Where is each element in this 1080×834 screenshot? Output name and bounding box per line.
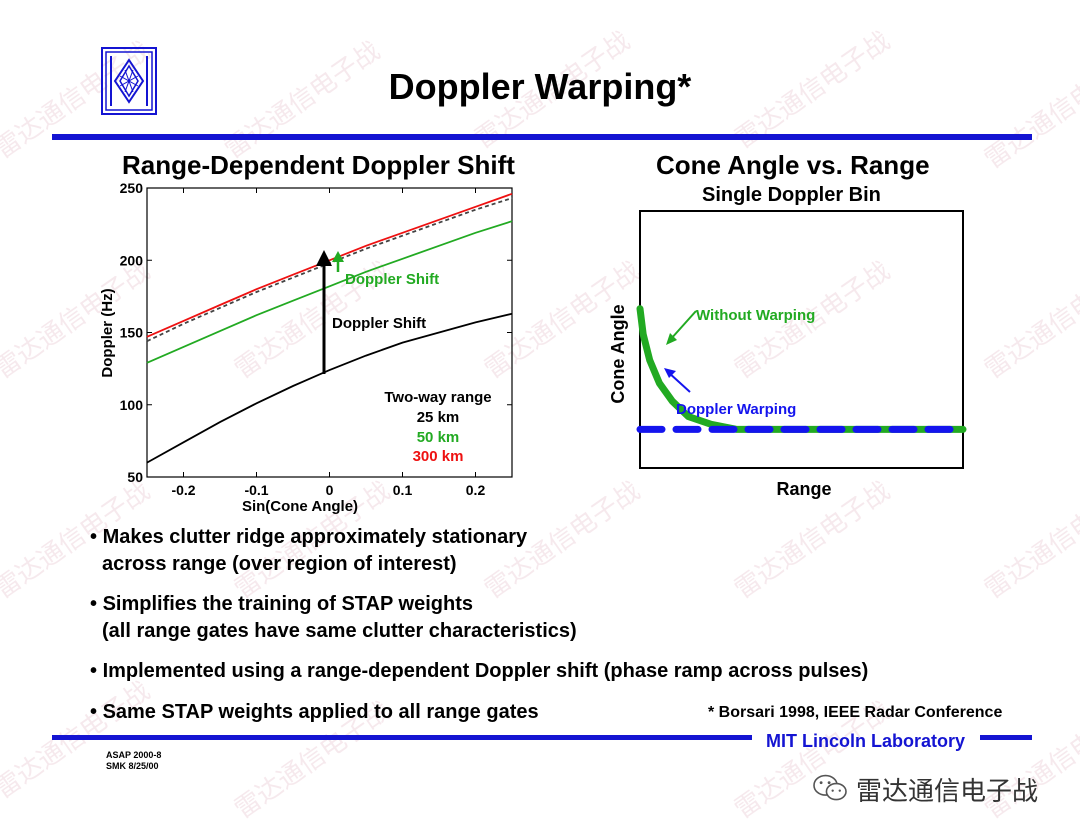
y-tick-label: 250 <box>120 180 144 196</box>
y-tick-label: 50 <box>127 469 143 485</box>
slide-date: SMK 8/25/00 <box>106 761 159 771</box>
label-doppler-warping: Doppler Warping <box>676 401 796 418</box>
x-tick-label: 0.2 <box>466 482 486 498</box>
label-without-warping: Without Warping <box>696 307 815 324</box>
bullet-marker: • <box>90 526 103 548</box>
wechat-icon <box>813 774 847 801</box>
legend-title: Two-way range <box>384 389 491 406</box>
doppler-warping-pointer <box>667 371 691 393</box>
slide-id: ASAP 2000-8 <box>106 750 162 760</box>
watermark: 雷达通信电子战 <box>978 45 1080 175</box>
bullet-line: across range (over region of interest) <box>102 553 457 575</box>
y-tick-label: 200 <box>120 252 144 268</box>
pointer-head-blue <box>664 368 676 378</box>
watermark: 雷达通信电子战 <box>978 255 1080 385</box>
doppler-shift-chart: -0.2 -0.1 0 0.1 0.2 50 100 150 200 250 Sin(Cone A… <box>99 180 513 515</box>
right-panel-subheading: Single Doppler Bin <box>702 184 881 206</box>
y-axis-label: Doppler (Hz) <box>99 288 116 377</box>
bullet-marker: • <box>90 660 103 682</box>
bullet-item: • Implemented using a range-dependent Do… <box>90 658 868 685</box>
right-panel-heading: Cone Angle vs. Range <box>656 150 930 180</box>
footnote: * Borsari 1998, IEEE Radar Conference <box>708 704 1003 721</box>
x-axis-label: Sin(Cone Angle) <box>242 498 358 515</box>
page-title: Doppler Warping* <box>388 66 692 107</box>
bullet-marker: • <box>90 593 103 615</box>
left-panel-heading: Range-Dependent Doppler Shift <box>122 150 515 180</box>
y-axis-label: Cone Angle <box>608 304 628 403</box>
legend-item-25km: 25 km <box>417 409 460 426</box>
bullet-item: • Simplifies the training of STAP weight… <box>90 591 577 645</box>
y-tick-label: 150 <box>120 325 144 341</box>
y-tick-label: 100 <box>120 397 144 413</box>
lab-name: MIT Lincoln Laboratory <box>766 731 966 751</box>
bullet-item: • Same STAP weights applied to all range… <box>90 699 539 726</box>
footer-divider <box>52 735 752 740</box>
arrowhead-green <box>332 251 344 262</box>
annotation-doppler-shift-green: Doppler Shift <box>345 271 439 288</box>
x-tick-label: 0.1 <box>393 482 413 498</box>
lincoln-lab-logo <box>101 47 157 115</box>
x-axis-label: Range <box>776 479 831 499</box>
title-divider <box>52 134 1032 140</box>
without-warping-pointer <box>669 310 697 341</box>
wechat-account-name: 雷达通信电子战 <box>856 776 1039 806</box>
bullet-line: (all range gates have same clutter chara… <box>102 620 577 642</box>
bullet-line: Simplifies the training of STAP weights <box>102 593 473 615</box>
bullet-line: Implemented using a range-dependent Dopp… <box>102 660 869 682</box>
plot-frame <box>639 210 964 469</box>
watermark: 雷达通信电子战 <box>978 475 1080 605</box>
legend-item-50km: 50 km <box>417 429 460 446</box>
arrowhead-black <box>316 250 332 266</box>
cone-angle-range-chart: Cone Angle Range Without Warping Doppler… <box>608 210 967 499</box>
pointer-head-green <box>666 333 677 345</box>
footer-divider-right <box>980 735 1032 740</box>
x-tick-label: -0.1 <box>244 482 268 498</box>
x-tick-label: -0.2 <box>171 482 195 498</box>
x-tick-label: 0 <box>326 482 334 498</box>
series-line <box>146 220 513 364</box>
bullet-line: Makes clutter ridge approximately statio… <box>102 526 528 548</box>
bullet-line: Same STAP weights applied to all range g… <box>102 701 539 723</box>
bullet-item: • Makes clutter ridge approximately stat… <box>90 524 527 578</box>
legend-item-300km: 300 km <box>413 448 464 465</box>
series-line <box>146 197 513 343</box>
series-line <box>146 192 513 338</box>
annotation-doppler-shift-black: Doppler Shift <box>332 315 426 332</box>
series-line <box>146 312 513 464</box>
bullet-marker: • <box>90 701 103 723</box>
